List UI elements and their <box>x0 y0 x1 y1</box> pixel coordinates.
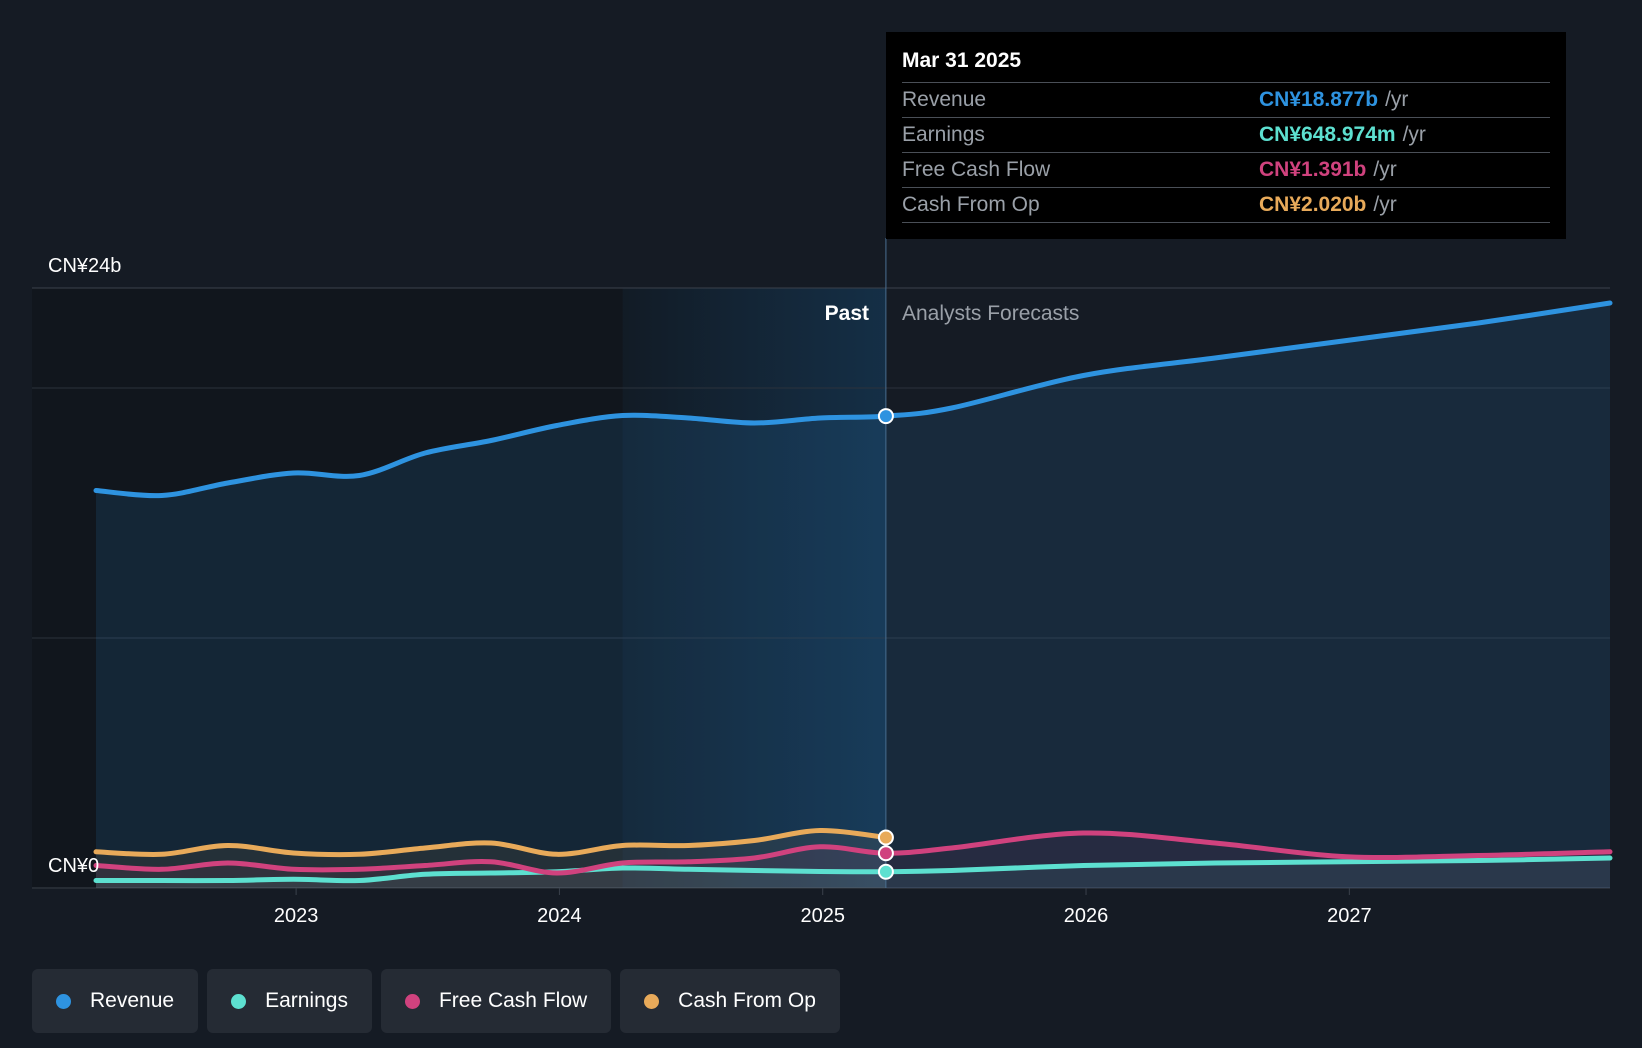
y-axis-max-label: CN¥24b <box>48 255 121 277</box>
tooltip-label: Cash From Op <box>902 193 1040 216</box>
tooltip-row-earnings: Earnings CN¥648.974m /yr <box>902 117 1550 152</box>
y-axis-min-label: CN¥0 <box>48 855 99 877</box>
cash-from-op-area <box>96 830 886 888</box>
tooltip-value: CN¥18.877b <box>1259 88 1379 111</box>
legend-label: Revenue <box>90 989 175 1012</box>
earnings-line <box>93 855 1613 884</box>
legend-item-free-cash-flow[interactable]: Free Cash Flow <box>380 969 612 1033</box>
tooltip-unit: /yr <box>1402 123 1426 146</box>
free-cash-flow-highlight-marker[interactable] <box>877 845 894 862</box>
cash-from-op-line <box>93 827 889 858</box>
legend-dot-icon <box>56 993 71 1009</box>
data-tooltip: Mar 31 2025 Revenue CN¥18.877b /yr Earni… <box>886 32 1566 239</box>
legend-item-earnings[interactable]: Earnings <box>207 969 372 1033</box>
tooltip-unit: /yr <box>1373 158 1397 181</box>
series-lines <box>93 300 1613 884</box>
x-axis-ticks: 2023 2024 2025 2026 2027 <box>274 888 1372 927</box>
legend-item-cash-from-op[interactable]: Cash From Op <box>620 969 840 1033</box>
forecast-region-label: Analysts Forecasts <box>902 302 1079 325</box>
revenue-area <box>96 303 1610 888</box>
tooltip-value: CN¥1.391b <box>1259 158 1367 181</box>
tooltip-row-free-cash-flow: Free Cash Flow CN¥1.391b /yr <box>902 152 1550 187</box>
x-tick-label: 2026 <box>1064 905 1109 927</box>
tooltip-unit: /yr <box>1385 88 1409 111</box>
tooltip-date: Mar 31 2025 <box>902 49 1022 72</box>
earnings-highlight-marker[interactable] <box>877 863 894 880</box>
legend-dot-icon <box>644 993 660 1009</box>
tooltip-label: Free Cash Flow <box>902 158 1051 181</box>
tooltip-label: Revenue <box>902 88 987 111</box>
chart-legend: Revenue Earnings Free Cash Flow Cash Fro… <box>32 969 840 1033</box>
legend-item-revenue[interactable]: Revenue <box>32 969 199 1033</box>
free-cash-flow-line <box>93 830 1613 876</box>
highlight-markers <box>877 408 894 880</box>
tooltip-value: CN¥648.974m <box>1259 123 1396 146</box>
revenue-highlight-marker[interactable] <box>877 408 894 425</box>
x-tick-label: 2023 <box>274 905 319 927</box>
x-tick-label: 2024 <box>537 905 582 927</box>
legend-label: Free Cash Flow <box>438 989 588 1012</box>
tooltip-row-revenue: Revenue CN¥18.877b /yr <box>902 82 1550 117</box>
cash-from-op-highlight-marker[interactable] <box>877 829 894 846</box>
tooltip-row-cash-from-op: Cash From Op CN¥2.020b /yr <box>902 187 1550 223</box>
tooltip-label: Earnings <box>902 123 985 146</box>
legend-label: Cash From Op <box>678 989 816 1012</box>
legend-label: Earnings <box>265 989 348 1012</box>
x-tick-label: 2027 <box>1327 905 1372 927</box>
legend-dot-icon <box>404 993 420 1009</box>
legend-dot-icon <box>231 993 247 1009</box>
past-region-label: Past <box>825 302 869 325</box>
tooltip-unit: /yr <box>1373 193 1397 216</box>
revenue-line <box>93 300 1613 499</box>
tooltip-value: CN¥2.020b <box>1259 193 1367 216</box>
x-tick-label: 2025 <box>800 905 845 927</box>
